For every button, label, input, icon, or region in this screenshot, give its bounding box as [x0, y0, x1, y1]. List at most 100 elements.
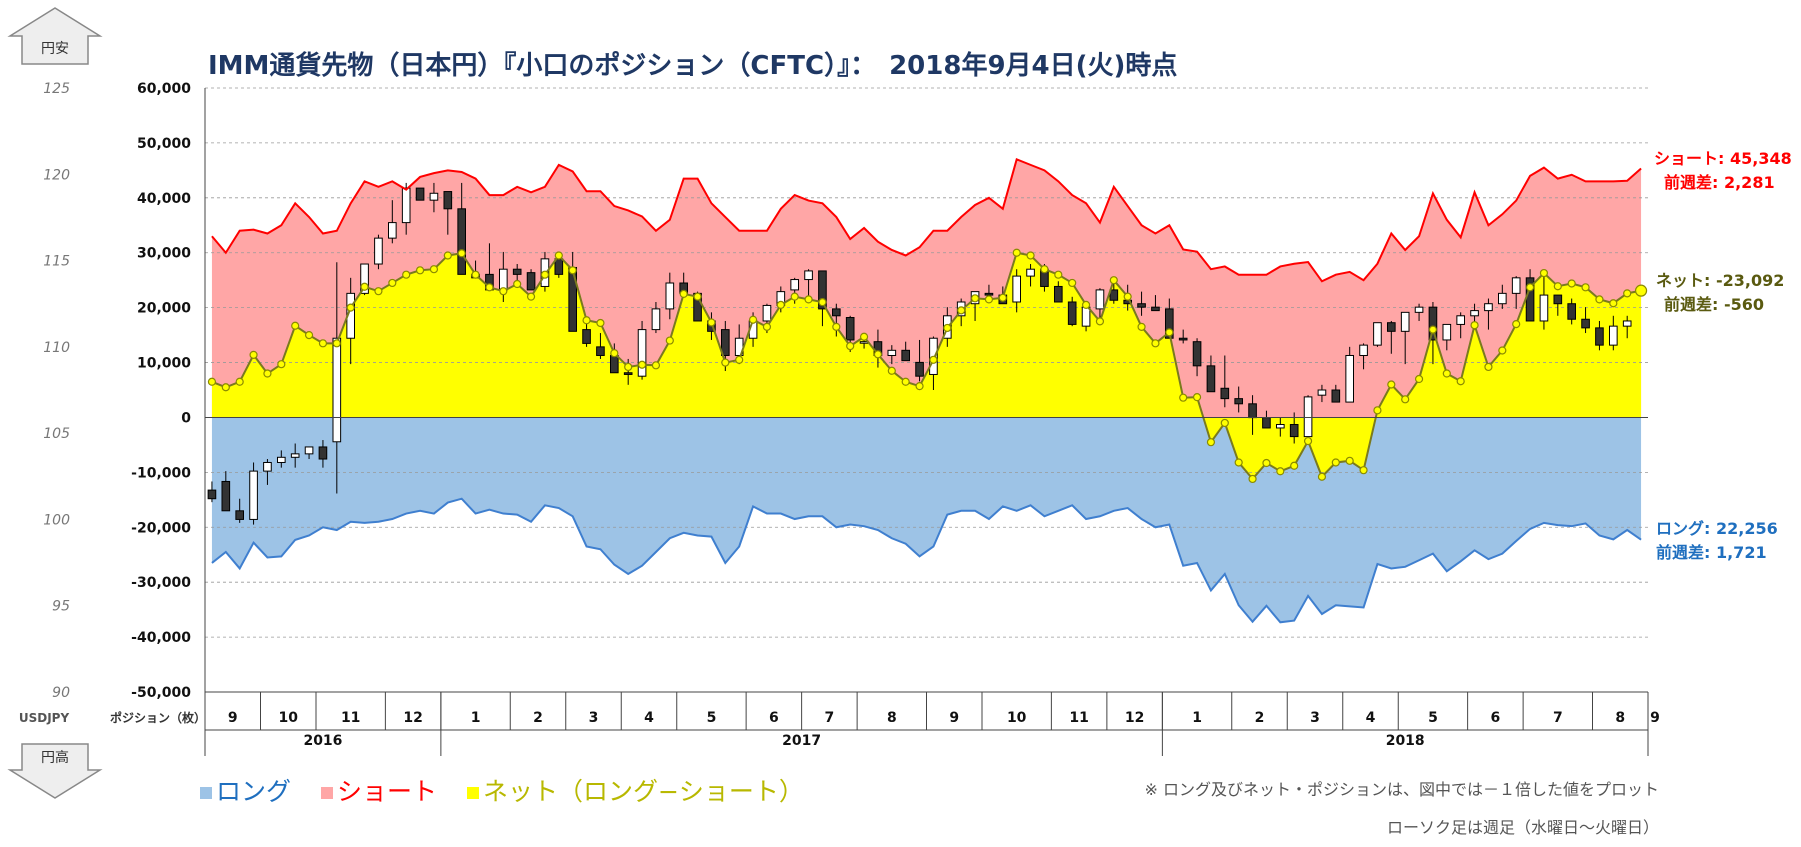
candle [235, 498, 245, 523]
candle-body [1137, 303, 1146, 308]
candle-body [1456, 315, 1466, 325]
candle [1220, 355, 1230, 408]
net-point [665, 336, 674, 345]
candle-body [263, 461, 272, 472]
candle-body [221, 480, 231, 512]
y-tick-label: 30,000 [137, 246, 191, 262]
short-line [211, 158, 1642, 283]
candle [1622, 315, 1632, 339]
price-tick-label: 105 [43, 426, 70, 442]
net-point [610, 349, 619, 358]
candle-body [1581, 318, 1590, 329]
candle [1012, 269, 1022, 313]
net-point [1054, 270, 1063, 279]
annotation-net: ネット: -23,092 前週差: -560 [1656, 271, 1784, 314]
candle-body [1567, 303, 1577, 320]
net-point [762, 322, 772, 331]
net-point [263, 369, 272, 378]
candle [1359, 343, 1368, 370]
net-point [346, 303, 355, 312]
net-point [1634, 284, 1648, 297]
net-point [929, 355, 938, 364]
candle-body [915, 361, 924, 377]
candle [332, 262, 342, 494]
candle [263, 459, 272, 485]
net-point [1581, 283, 1590, 292]
net-point [1525, 283, 1535, 292]
net-point [818, 298, 827, 307]
candle-body [1234, 398, 1244, 405]
candle-body [1012, 275, 1022, 303]
month-label: 10 [279, 710, 299, 726]
net-point [1331, 458, 1340, 467]
net-point [693, 292, 702, 301]
month-label: 3 [589, 710, 599, 726]
net-point [499, 287, 508, 296]
candle-body [1262, 417, 1271, 429]
net-point [582, 316, 591, 325]
price-tick-label: 125 [43, 81, 70, 97]
net-point [1220, 418, 1229, 428]
candle-body [429, 192, 439, 201]
y-tick-label: 60,000 [137, 81, 191, 97]
candle-body [1386, 322, 1396, 332]
net-point [249, 350, 258, 359]
candle-body [1317, 389, 1327, 396]
candle [637, 320, 647, 380]
month-label: 5 [1428, 710, 1438, 726]
annotation-long: ロング: 22,256 前週差: 1,721 [1656, 519, 1778, 562]
candle-body [651, 308, 661, 331]
y-tick-label: -20,000 [131, 520, 191, 536]
candle [1595, 320, 1604, 351]
net-point [721, 358, 730, 367]
note-negated: ※ ロング及びネット・ポジションは、図中では－１倍した値をプロット [1144, 780, 1660, 799]
candle-body [1053, 285, 1063, 303]
year-label: 2018 [1386, 733, 1425, 749]
net-point [1206, 438, 1216, 447]
net-point [735, 355, 744, 364]
candle-body [790, 279, 800, 291]
candle-body [1067, 301, 1077, 325]
net-point [748, 315, 758, 324]
candle [1386, 320, 1396, 354]
candle [1373, 322, 1382, 347]
candle [1497, 284, 1507, 309]
net-point [1012, 248, 1021, 257]
candle [1442, 323, 1452, 351]
net-point [915, 382, 924, 391]
candle-body [1442, 323, 1452, 341]
month-label: 2 [533, 710, 543, 726]
candle-body [1539, 294, 1549, 322]
candle [1178, 329, 1188, 344]
month-label: 8 [1615, 710, 1625, 726]
candle-body [1095, 289, 1105, 310]
net-point [707, 318, 716, 327]
net-point [1345, 456, 1354, 465]
candle [1067, 296, 1077, 327]
net-point [596, 318, 605, 328]
candle-body [1428, 306, 1438, 341]
candle [831, 303, 841, 337]
candle [651, 301, 661, 334]
candle [1608, 315, 1618, 351]
candle [1303, 395, 1313, 438]
candle-body [1608, 325, 1618, 346]
candle-body [401, 187, 411, 224]
candle-body [637, 329, 647, 377]
net-point [332, 339, 341, 348]
candle-body [859, 341, 869, 344]
y-tick-label: -30,000 [131, 575, 191, 591]
net-point [1290, 461, 1299, 470]
month-label: 11 [1069, 710, 1088, 726]
net-point [1248, 474, 1257, 484]
candle-body [1331, 389, 1341, 403]
net-point [1553, 282, 1562, 291]
month-label: 1 [471, 710, 481, 726]
net-point [790, 292, 799, 301]
candle-body [1497, 292, 1507, 305]
net-point [1262, 458, 1271, 468]
net-point [1276, 467, 1285, 476]
candle-body [1275, 424, 1285, 429]
candle [582, 320, 591, 347]
candle-body [1109, 289, 1119, 301]
